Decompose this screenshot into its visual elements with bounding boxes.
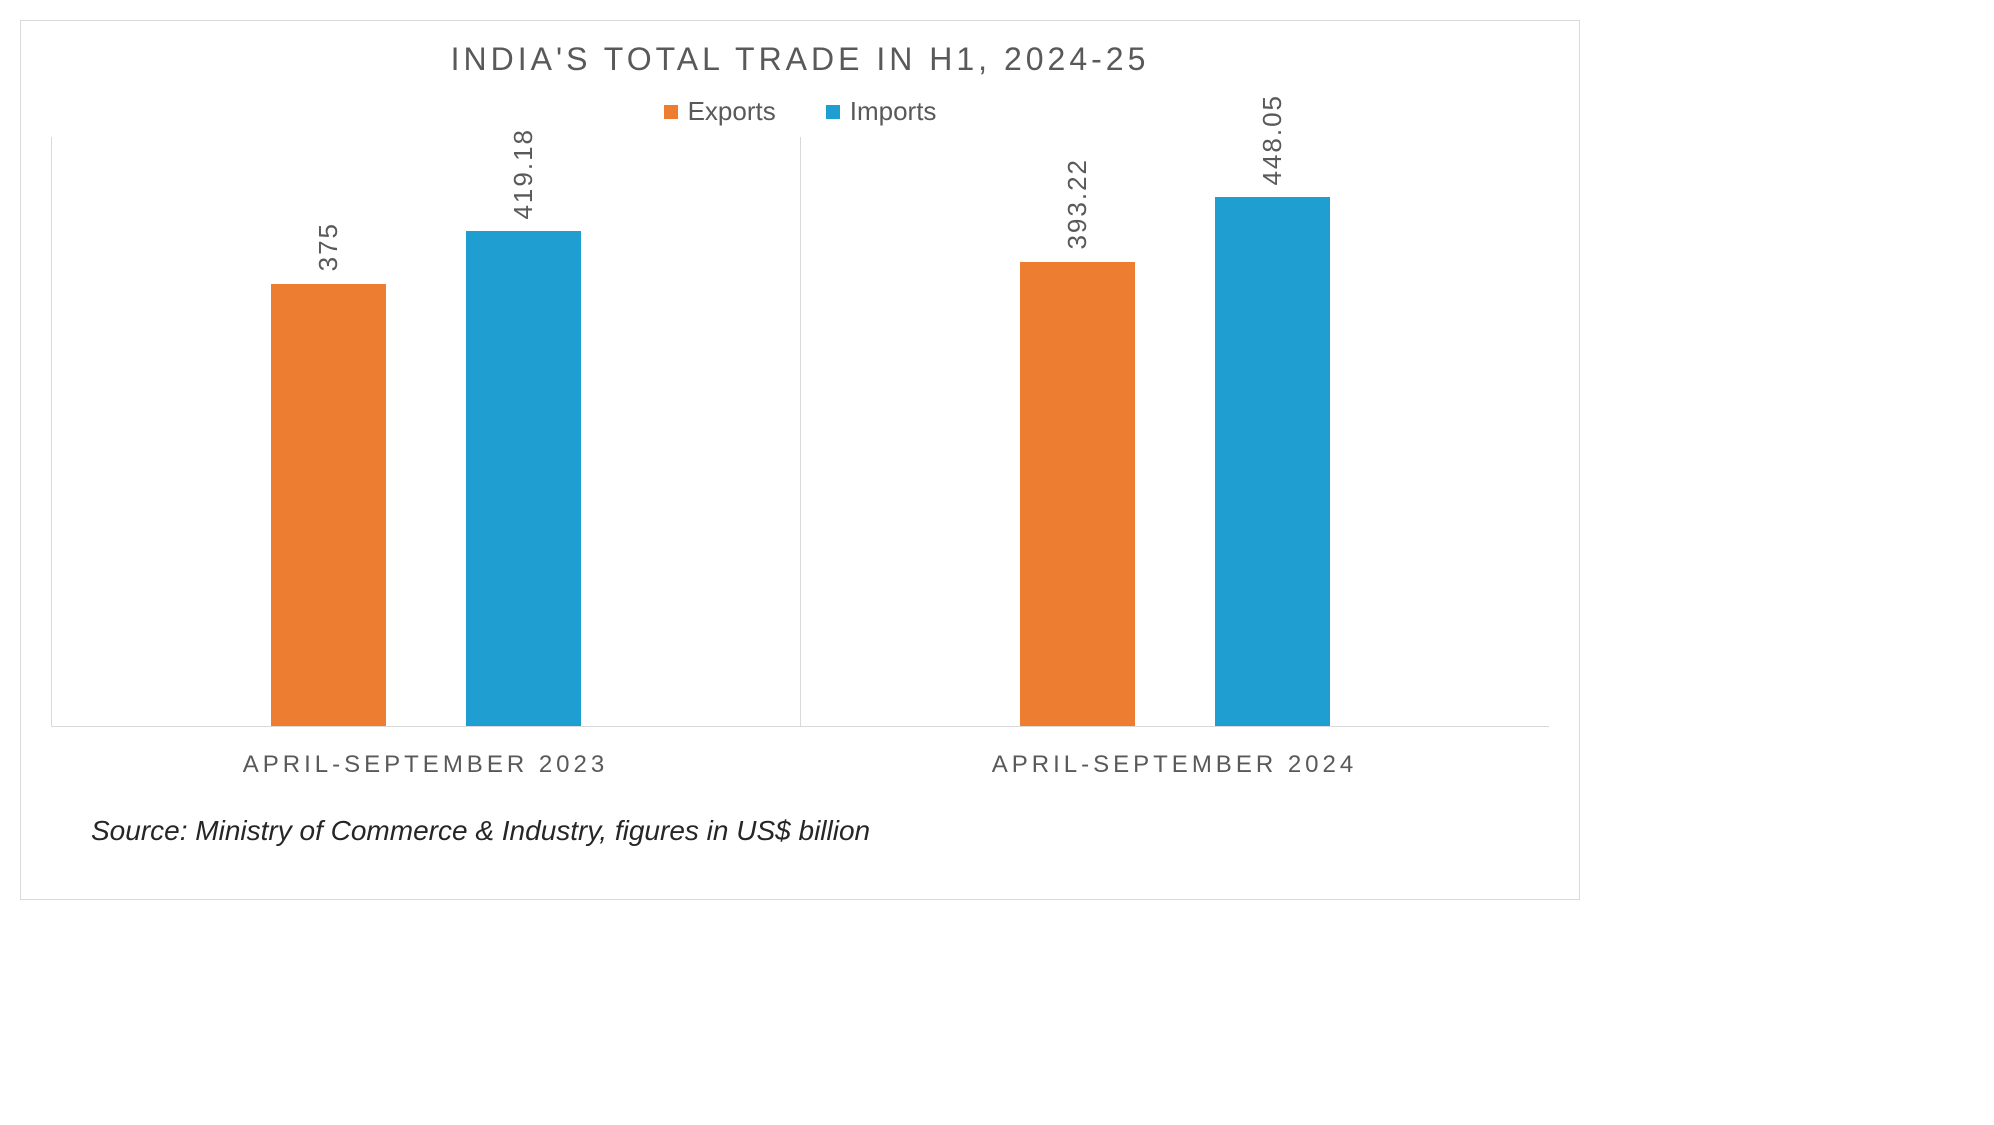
panel-0-bar-0	[271, 284, 386, 727]
panel-0-plot: 375 419.18	[52, 137, 800, 727]
x-axis-labels: APRIL-SEPTEMBER 2023 APRIL-SEPTEMBER 202…	[51, 751, 1549, 779]
panel-1-plot: 393.22 448.05	[801, 137, 1549, 727]
legend-swatch-exports	[664, 105, 678, 119]
xlabel-0: APRIL-SEPTEMBER 2023	[51, 751, 800, 779]
panel-0-bar-0-label: 375	[313, 222, 344, 271]
source-note: Source: Ministry of Commerce & Industry,…	[91, 815, 1549, 847]
chart-title: INDIA'S TOTAL TRADE IN H1, 2024-25	[51, 41, 1549, 78]
panel-0-bar-1	[466, 231, 581, 726]
panel-0-bar-1-label: 419.18	[508, 128, 539, 220]
panel-1-bar-0-wrap: 393.22	[1020, 158, 1135, 726]
xlabel-1: APRIL-SEPTEMBER 2024	[800, 751, 1549, 779]
panel-1-bar-1-wrap: 448.05	[1215, 94, 1330, 726]
panel-1-bar-0	[1020, 262, 1135, 726]
panel-1-bar-1-label: 448.05	[1257, 94, 1288, 186]
panel-1-bar-group: 393.22 448.05	[801, 94, 1549, 726]
chart-container: INDIA'S TOTAL TRADE IN H1, 2024-25 Expor…	[20, 20, 1580, 900]
panel-0-bar-group: 375 419.18	[52, 128, 800, 726]
panel-1-bar-1	[1215, 197, 1330, 726]
panel-1: 393.22 448.05	[800, 137, 1549, 727]
panel-0-bar-0-wrap: 375	[271, 222, 386, 726]
plot-area: 375 419.18 393.22	[51, 137, 1549, 727]
panel-0-bar-1-wrap: 419.18	[466, 128, 581, 726]
legend-item-exports: Exports	[664, 96, 776, 127]
legend-label-exports: Exports	[688, 96, 776, 127]
panel-1-bar-0-label: 393.22	[1062, 158, 1093, 250]
panel-0: 375 419.18	[51, 137, 800, 727]
